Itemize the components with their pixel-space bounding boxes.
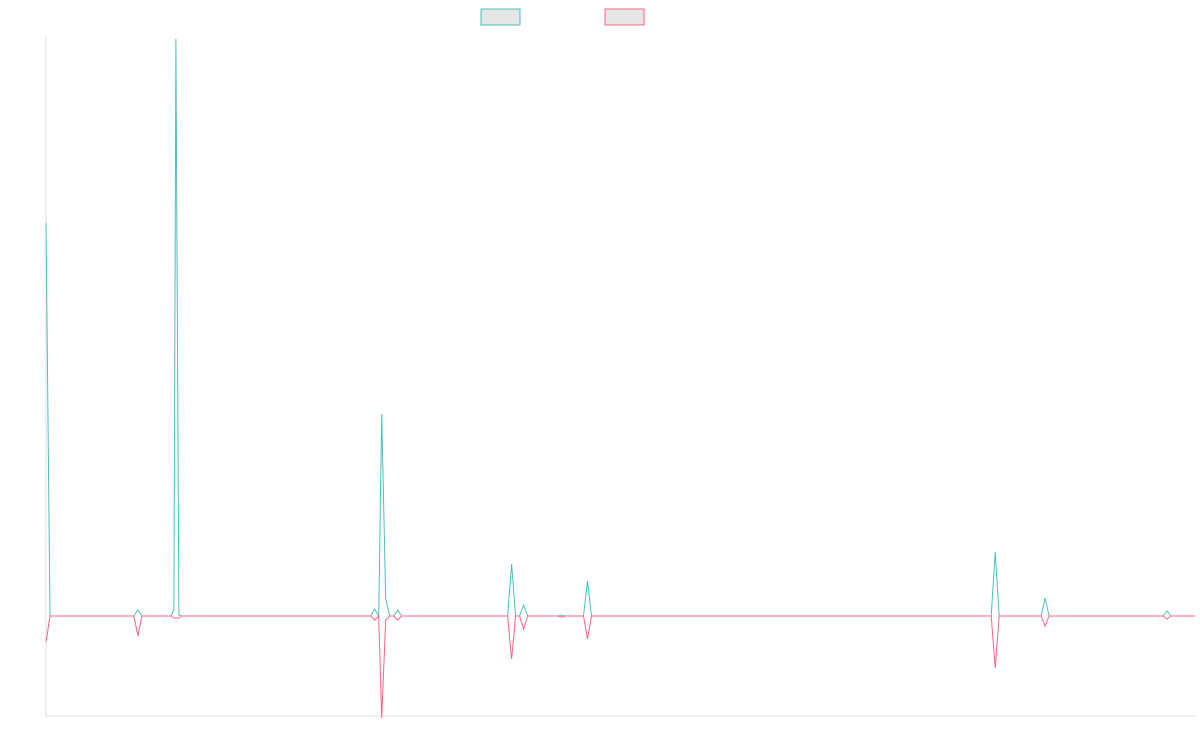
legend: [480, 8, 645, 26]
legend-swatch-1[interactable]: [480, 8, 521, 26]
plot-area: [45, 38, 1195, 719]
series-line-1: [45, 38, 1195, 618]
legend-swatch-2[interactable]: [604, 8, 645, 26]
series-line-2: [45, 614, 1195, 719]
